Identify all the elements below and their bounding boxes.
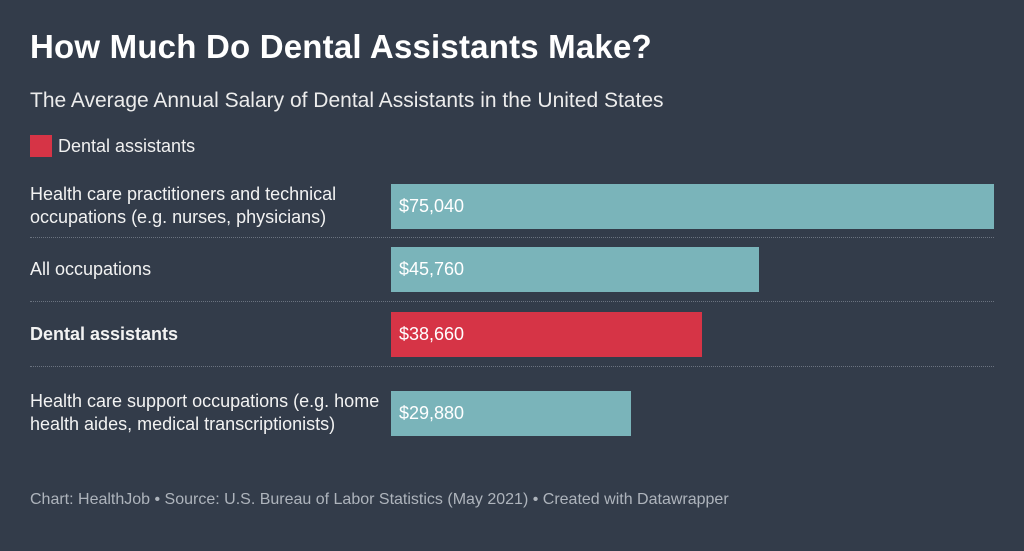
bar-value-label: $38,660 <box>399 323 465 344</box>
bar-track: $45,760 <box>391 247 994 292</box>
bar: $38,660 <box>391 311 702 357</box>
bar-track: $38,660 <box>391 311 994 357</box>
bar-chart: Health care practitioners and technical … <box>30 175 994 459</box>
bar-category-label: Health care practitioners and technical … <box>30 184 337 227</box>
bar-value-label: $45,760 <box>399 259 465 279</box>
chart-footer: Chart: HealthJob • Source: U.S. Bureau o… <box>30 491 729 508</box>
bar-row: Dental assistants $38,660 <box>30 302 994 367</box>
chart-subtitle: The Average Annual Salary of Dental Assi… <box>30 89 664 112</box>
bar-value-label: $75,040 <box>399 195 465 216</box>
bar: $45,760 <box>391 247 759 292</box>
bar-value-label: $29,880 <box>399 402 465 423</box>
bar: $29,880 <box>391 390 632 436</box>
bar-row: Health care practitioners and technical … <box>30 175 994 238</box>
legend-label: Dental assistants <box>58 135 196 156</box>
chart-legend: Dental assistants <box>30 135 195 157</box>
legend-swatch <box>30 135 52 157</box>
chart-title: How Much Do Dental Assistants Make? <box>30 28 652 65</box>
bar-category-label: Dental assistants <box>30 323 179 344</box>
bar-row: All occupations $45,760 <box>30 238 994 302</box>
bar-track: $75,040 <box>391 183 994 229</box>
bar: $75,040 <box>391 183 994 229</box>
bar-category-label: All occupations <box>30 259 152 279</box>
bar-row: Health care support occupations (e.g. ho… <box>30 367 994 459</box>
bar-track: $29,880 <box>391 390 994 436</box>
bar-category-label: Health care support occupations (e.g. ho… <box>30 391 380 434</box>
